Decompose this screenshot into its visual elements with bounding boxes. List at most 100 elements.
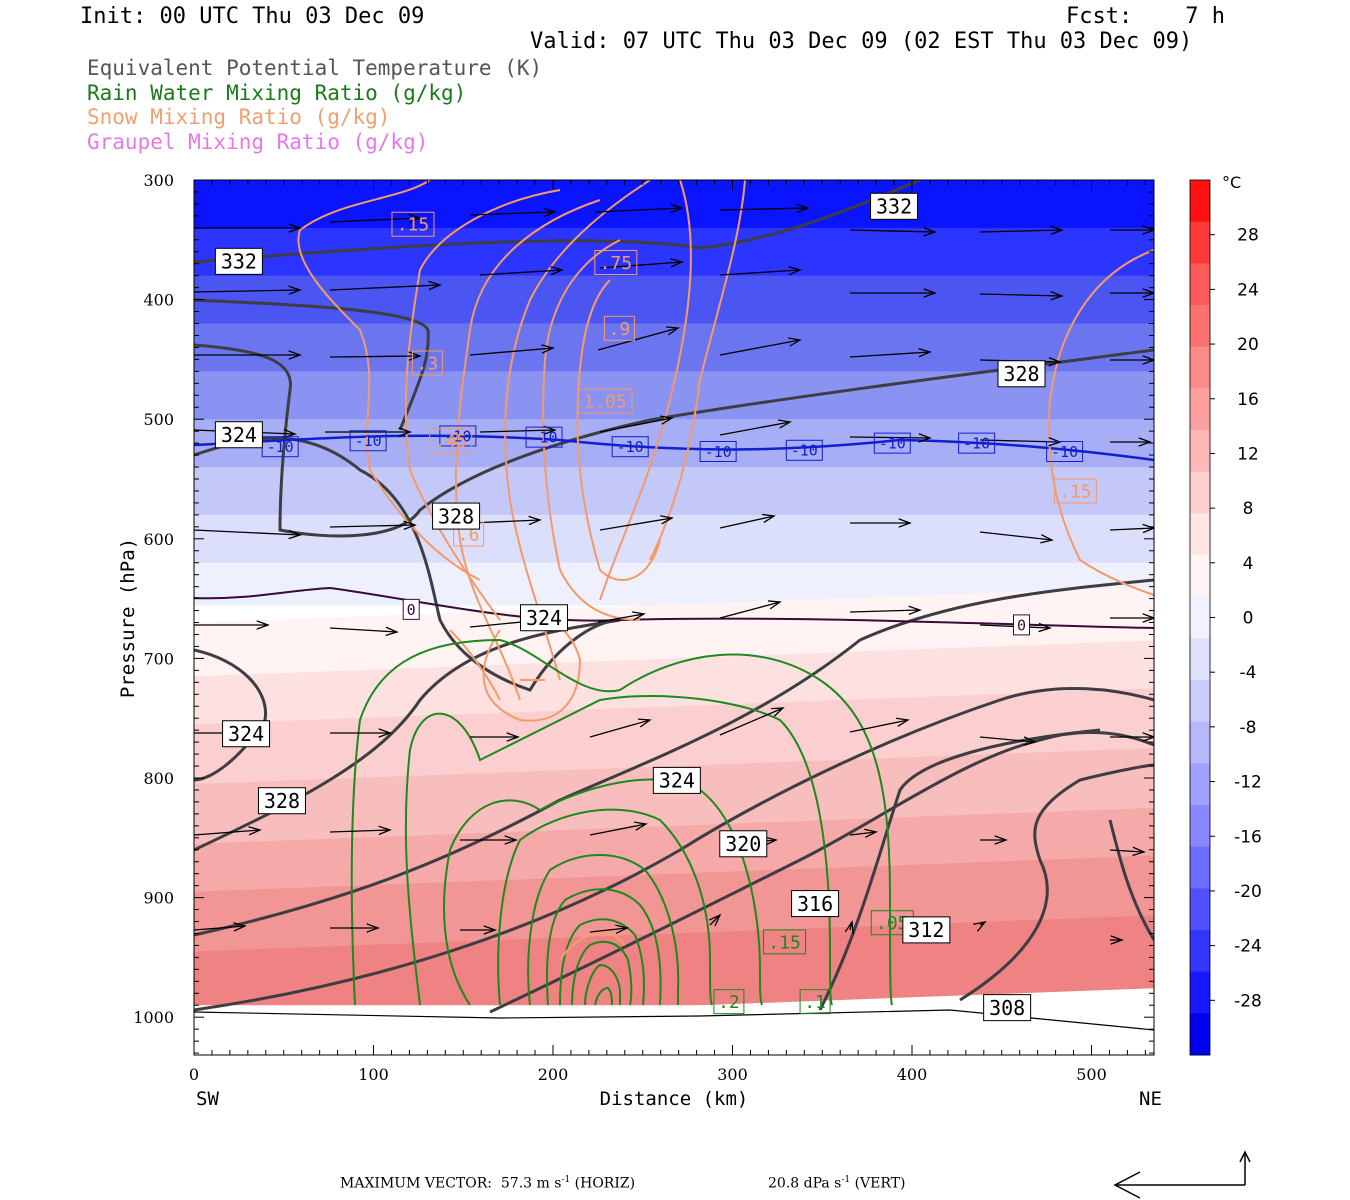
svg-text:.15: .15 bbox=[397, 215, 430, 236]
colorbar-swatch bbox=[1190, 888, 1210, 931]
wind-vector bbox=[460, 925, 497, 935]
rain-contour bbox=[571, 940, 633, 1006]
theta-e-label: 328 bbox=[257, 787, 306, 815]
wind-vector bbox=[849, 227, 937, 237]
wind-vector bbox=[194, 223, 302, 233]
svg-text:-10: -10 bbox=[705, 443, 732, 461]
y-tick-label: 500 bbox=[143, 410, 174, 429]
svg-text:.15: .15 bbox=[768, 932, 801, 953]
svg-text:328: 328 bbox=[438, 504, 474, 528]
colorbar-tick-label: -16 bbox=[1234, 827, 1262, 847]
svg-text:-10: -10 bbox=[963, 435, 990, 453]
snow-contour bbox=[504, 180, 651, 681]
snow-contour bbox=[449, 629, 501, 701]
wind-vector bbox=[1110, 935, 1124, 945]
svg-text:324: 324 bbox=[221, 423, 257, 447]
colorbar-tick-label: -4 bbox=[1240, 663, 1257, 683]
forecast-hour: Fcst: 7 h bbox=[1066, 4, 1225, 29]
wind-vector bbox=[719, 337, 802, 356]
theta-e-contour bbox=[194, 578, 1154, 937]
theta-e-contour bbox=[1108, 819, 1154, 941]
svg-text:.2: .2 bbox=[718, 992, 740, 1013]
theta-e-label: 324 bbox=[520, 604, 569, 632]
colorbar-swatch bbox=[1190, 846, 1210, 889]
colorbar-tick-label: -12 bbox=[1234, 773, 1262, 793]
colorbar-tick-label: -20 bbox=[1234, 882, 1262, 902]
wind-vector bbox=[719, 265, 802, 276]
wind-vector bbox=[1110, 355, 1154, 365]
theta-e-label: 324 bbox=[652, 766, 701, 794]
colorbar-tick-label: -24 bbox=[1234, 937, 1262, 957]
snow-contour bbox=[649, 180, 746, 561]
colorbar-tick-label: 4 bbox=[1243, 554, 1254, 574]
svg-text:.9: .9 bbox=[609, 319, 631, 340]
wind-vector bbox=[194, 620, 270, 630]
rain-label: .15 bbox=[763, 929, 807, 955]
rain-contour bbox=[559, 918, 646, 1006]
x-tick-label: 200 bbox=[538, 1065, 569, 1084]
isotherm-label-minus10: -10 bbox=[261, 436, 299, 458]
reference-vector-icon bbox=[1113, 1150, 1251, 1199]
theta-e-label: 324 bbox=[222, 720, 271, 748]
wind-vector bbox=[1110, 437, 1152, 447]
svg-text:316: 316 bbox=[797, 892, 833, 916]
x-axis-label: Distance (km) bbox=[600, 1088, 749, 1110]
colorbar-swatch bbox=[1190, 721, 1210, 764]
theta-e-contour bbox=[194, 298, 430, 431]
colorbar-swatch bbox=[1190, 763, 1210, 806]
theta-e-label: 328 bbox=[997, 360, 1046, 388]
rain-contour bbox=[594, 986, 613, 1006]
colorbar-swatch bbox=[1190, 388, 1210, 431]
plot-frame bbox=[193, 179, 1155, 1056]
graupel-contour bbox=[559, 932, 626, 961]
colorbar-swatch bbox=[1190, 1013, 1210, 1056]
wind-vector bbox=[469, 344, 555, 356]
wind-vector bbox=[330, 923, 380, 933]
colorbar-tick-label: -28 bbox=[1234, 991, 1262, 1011]
wind-vector bbox=[719, 203, 810, 213]
colorbar-swatch bbox=[1190, 430, 1210, 473]
field-legend: Equivalent Potential Temperature (K) Rai… bbox=[87, 56, 542, 154]
temperature-colorbar: °C 28 24 20 16 12 8 4 0 -4 -8 -12 -16 -20 -24 -28 bbox=[1189, 173, 1262, 1056]
colorbar-swatch bbox=[1190, 263, 1210, 306]
sw-end-label: SW bbox=[196, 1088, 219, 1110]
isotherm-label-minus10: -10 bbox=[699, 440, 737, 462]
svg-text:-10: -10 bbox=[879, 435, 906, 453]
svg-text:308: 308 bbox=[989, 996, 1025, 1020]
rain-contour bbox=[527, 854, 680, 1006]
legend-rain: Rain Water Mixing Ratio (g/kg) bbox=[87, 80, 467, 105]
ne-end-label: NE bbox=[1139, 1088, 1162, 1110]
rain-contour bbox=[404, 695, 833, 1006]
snow-label: .75 bbox=[594, 250, 638, 276]
wind-vector bbox=[980, 835, 1008, 845]
svg-text:328: 328 bbox=[264, 789, 300, 813]
wind-vector bbox=[194, 922, 247, 932]
colorbar-tick-label: 28 bbox=[1237, 226, 1259, 246]
wind-vector bbox=[470, 732, 520, 742]
svg-text:312: 312 bbox=[908, 918, 944, 942]
wind-vector bbox=[194, 529, 302, 540]
svg-text:1.05: 1.05 bbox=[583, 392, 626, 413]
temperature-band bbox=[194, 855, 1154, 953]
isotherm-label-minus10: -10 bbox=[611, 436, 649, 458]
wind-vector bbox=[594, 203, 684, 214]
rain-contour bbox=[350, 638, 893, 1006]
legend-snow: Snow Mixing Ratio (g/kg) bbox=[87, 105, 391, 129]
snow-label: .15 bbox=[1053, 478, 1097, 504]
rain-contour bbox=[584, 963, 621, 1006]
svg-text:-10: -10 bbox=[617, 438, 644, 456]
theta-e-label: 316 bbox=[791, 890, 840, 918]
wind-vector bbox=[1110, 732, 1154, 742]
svg-text:.15: .15 bbox=[1059, 481, 1092, 502]
y-tick-label: 900 bbox=[143, 889, 174, 908]
isotherm-label-minus10: -10 bbox=[525, 426, 563, 448]
x-tick-label: 300 bbox=[717, 1065, 748, 1084]
svg-text:-10: -10 bbox=[267, 438, 294, 456]
colorbar-swatch bbox=[1190, 930, 1210, 973]
svg-text:.1: .1 bbox=[804, 992, 826, 1013]
isotherm-label-minus10: -10 bbox=[349, 430, 387, 452]
theta-e-label: 308 bbox=[983, 994, 1032, 1022]
isotherm-label-minus10: -10 bbox=[958, 432, 996, 454]
wind-vector bbox=[719, 513, 776, 529]
wind-vector bbox=[849, 828, 878, 838]
